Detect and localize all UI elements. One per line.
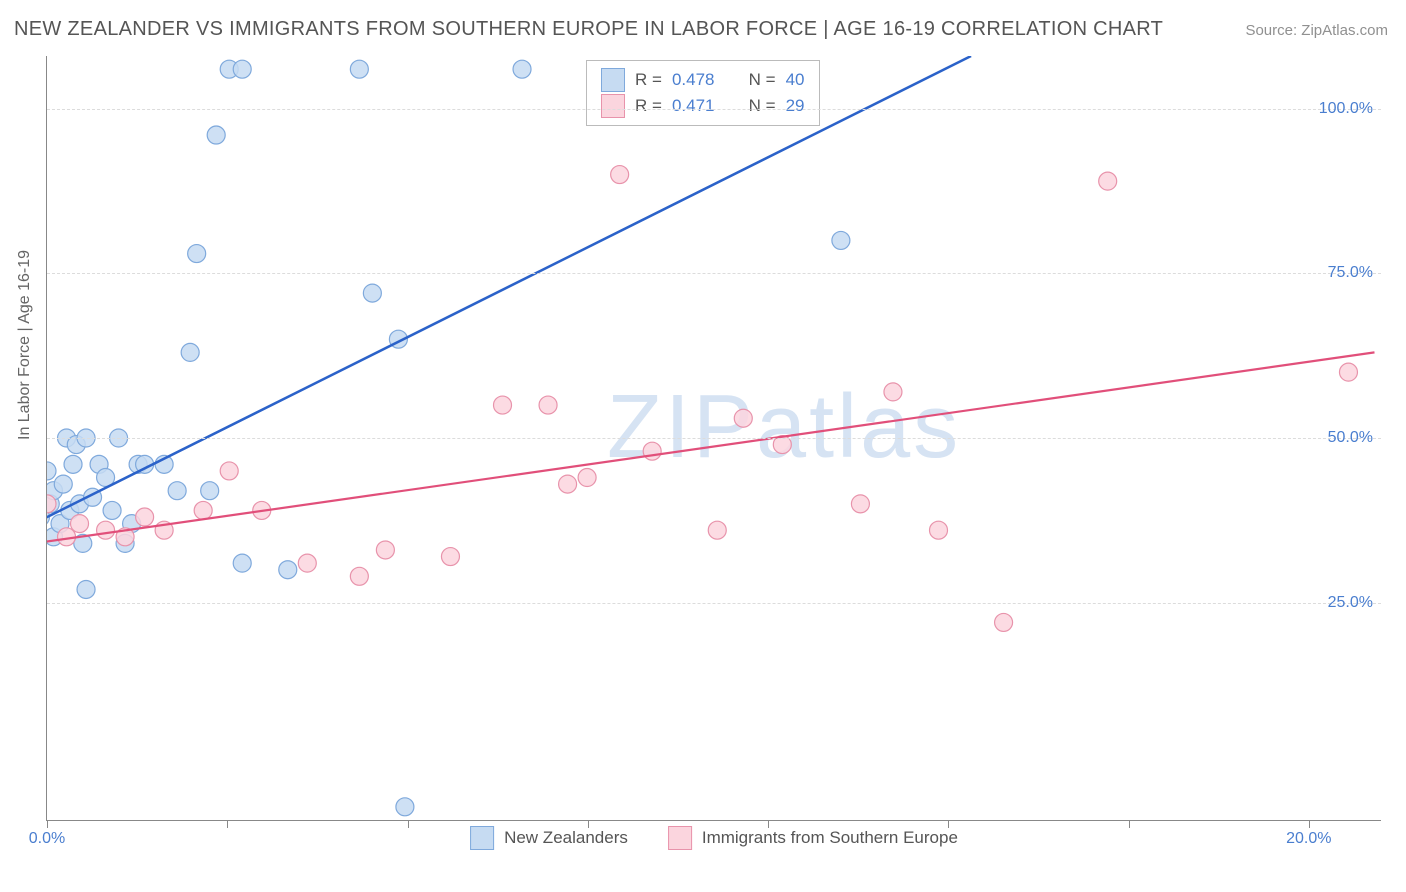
x-tick-mark [588, 820, 589, 828]
legend-r-label: R = [635, 67, 662, 93]
gridline [47, 109, 1381, 110]
correlation-legend: R = 0.478 N = 40R = 0.471 N = 29 [586, 60, 820, 126]
x-tick-label: 20.0% [1286, 830, 1331, 848]
legend-series-name: Immigrants from Southern Europe [702, 828, 958, 848]
legend-swatch [668, 826, 692, 850]
y-tick-label: 100.0% [1319, 100, 1373, 118]
series-legend: New Zealanders Immigrants from Southern E… [470, 826, 958, 850]
gridline [47, 273, 1381, 274]
legend-r-value: 0.478 [672, 67, 715, 93]
legend-n-value: 40 [786, 67, 805, 93]
legend-r-value: 0.471 [672, 93, 715, 119]
y-tick-label: 75.0% [1328, 264, 1373, 282]
legend-r-label: R = [635, 93, 662, 119]
x-tick-mark [408, 820, 409, 828]
legend-n-value: 29 [786, 93, 805, 119]
legend-n-label: N = [749, 93, 776, 119]
x-tick-mark [768, 820, 769, 828]
x-tick-mark [1129, 820, 1130, 828]
legend-swatch [470, 826, 494, 850]
x-tick-label: 0.0% [29, 830, 65, 848]
gridline [47, 603, 1381, 604]
x-tick-mark [227, 820, 228, 828]
legend-item: New Zealanders [470, 826, 628, 850]
legend-row: R = 0.478 N = 40 [601, 67, 805, 93]
y-tick-label: 50.0% [1328, 429, 1373, 447]
legend-series-name: New Zealanders [504, 828, 628, 848]
gridline [47, 438, 1381, 439]
y-tick-label: 25.0% [1328, 594, 1373, 612]
legend-row: R = 0.471 N = 29 [601, 93, 805, 119]
plot-area: ZIPatlas R = 0.478 N = 40R = 0.471 N = 2… [46, 56, 1381, 821]
legend-swatch [601, 94, 625, 118]
legend-item: Immigrants from Southern Europe [668, 826, 958, 850]
x-tick-mark [948, 820, 949, 828]
legend-n-label: N = [749, 67, 776, 93]
x-tick-mark [47, 820, 48, 828]
source-label: Source: ZipAtlas.com [1245, 22, 1388, 39]
x-tick-mark [1309, 820, 1310, 828]
y-axis-label: In Labor Force | Age 16-19 [16, 250, 34, 440]
chart-title: NEW ZEALANDER VS IMMIGRANTS FROM SOUTHER… [14, 18, 1163, 41]
legend-swatch [601, 68, 625, 92]
